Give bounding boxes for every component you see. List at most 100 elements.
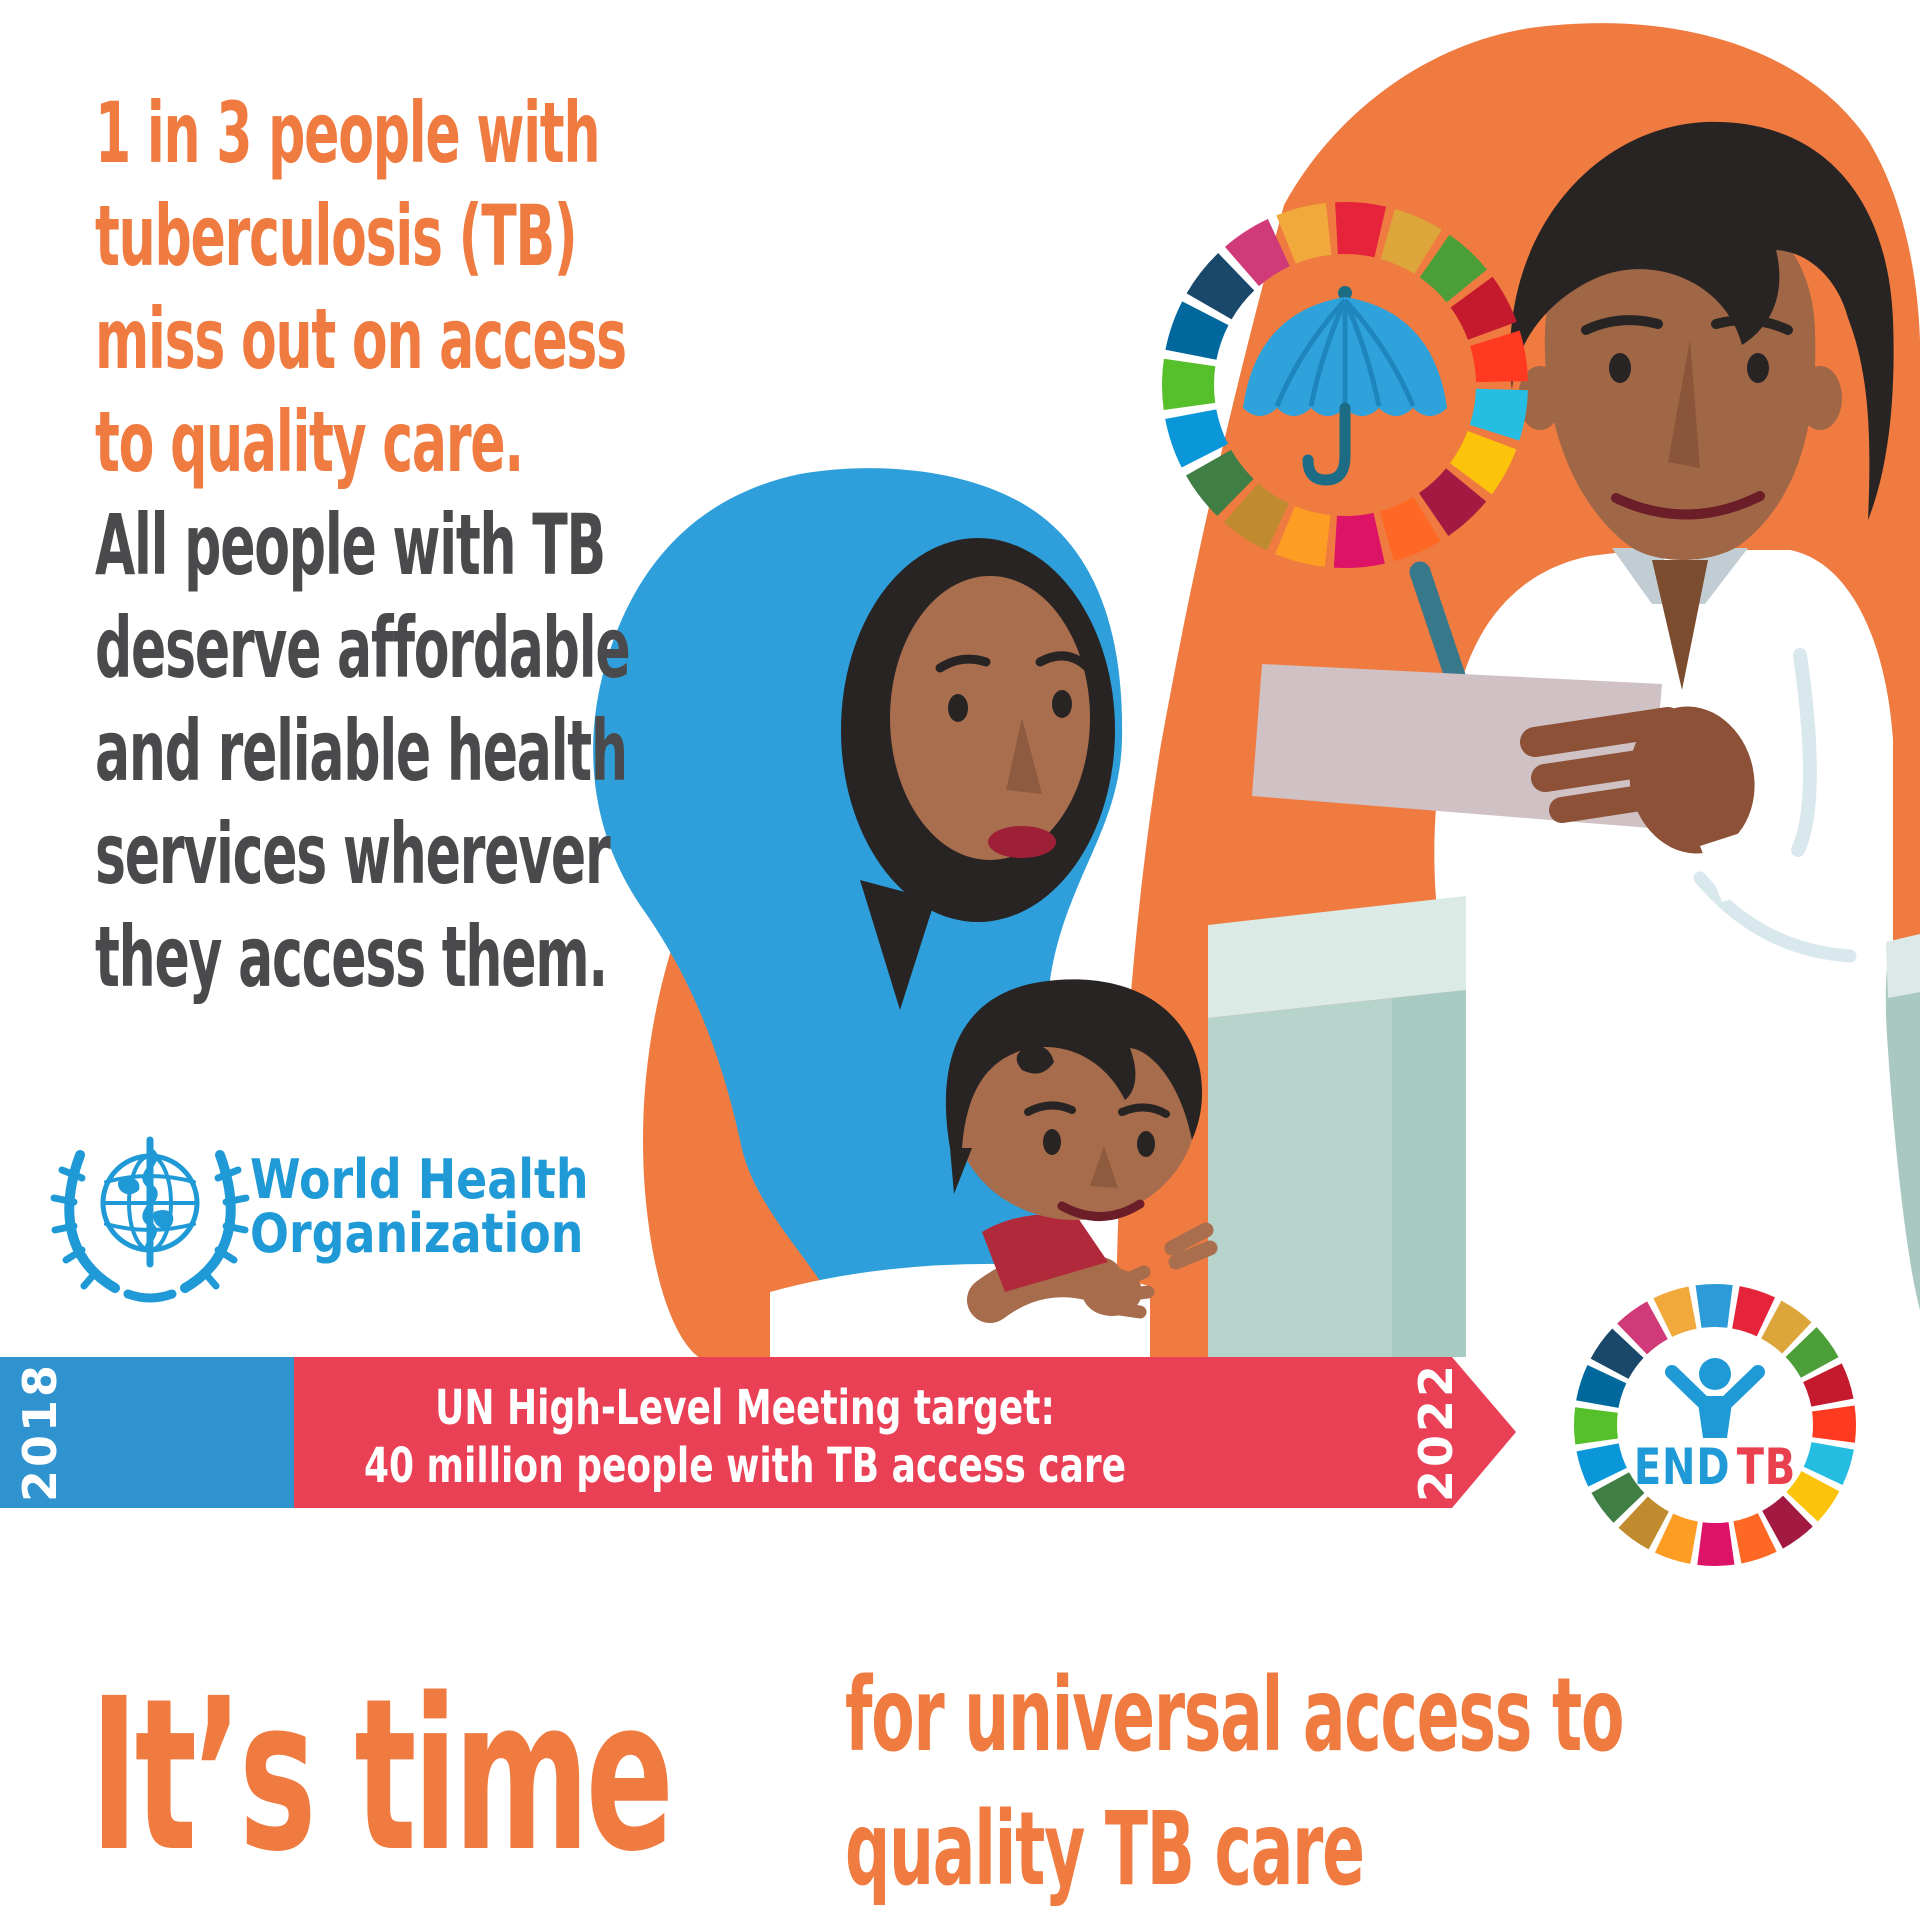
endtb-sdg-wheel (1574, 1284, 1856, 1566)
who-name-line2: Organization (250, 1201, 583, 1265)
sdg-wheel-segment (1618, 1496, 1669, 1550)
sdg-wheel-segment (1590, 1328, 1644, 1379)
sdg-wheel-segment (1469, 388, 1528, 441)
child-eye-right (1137, 1131, 1155, 1157)
headline-orange-line: 1 in 3 people with (95, 85, 599, 182)
banner-message-line2: 40 million people with TB access care (364, 1439, 1126, 1494)
sdg-wheel-segment (1732, 1286, 1776, 1337)
umbrella-handle (1302, 402, 1351, 486)
sdg-wheel-segment (1185, 449, 1254, 517)
mother-eye-right (1052, 690, 1072, 718)
mother-nose (1006, 718, 1042, 794)
sdg-wheel-segment (1785, 1327, 1839, 1378)
sdg-wheel-segment (1335, 202, 1387, 258)
right-edge-decor (1885, 934, 1920, 1310)
desk-top-face (1208, 896, 1466, 1018)
sdg-wheel-segment (1733, 1513, 1777, 1564)
sdg-wheel-segment (1223, 483, 1289, 551)
endtb-word-end: END (1634, 1438, 1730, 1497)
sdg-wheel-segment (1165, 409, 1229, 468)
coat-cuff (1700, 826, 1788, 902)
sdg-wheel-segment (1418, 468, 1487, 537)
sdg-wheel-segment (1450, 276, 1517, 340)
headline-orange-line: tuberculosis (TB) (95, 188, 576, 285)
child-hair (945, 979, 1203, 1148)
sdg-wheel-segment (1333, 512, 1385, 568)
sdg-wheel-segment (1762, 1495, 1813, 1549)
headline-block: 1 in 3 people with tuberculosis (TB) mis… (95, 85, 631, 1006)
umbrella-icon (1243, 286, 1447, 486)
footer-block: It’s time for universal access to qualit… (90, 1654, 1624, 1909)
headline-gray-line: deserve affordable (95, 600, 629, 697)
sdg-wheel-segment (1162, 358, 1216, 410)
desk (1208, 896, 1466, 1357)
sdg-wheel-segment (1617, 1301, 1668, 1355)
sdg-wheel-segment (1224, 219, 1290, 287)
sdg-wheel-segment (1419, 234, 1487, 303)
asclepius-snake (142, 1147, 158, 1255)
mother-eyebrow-left (935, 654, 991, 673)
headline-gray-line: services wherever (95, 806, 611, 903)
sdg-wheel-segment (1576, 1364, 1627, 1408)
endtb-wordmark: END TB (1634, 1438, 1796, 1497)
headline-gray-line: and reliable health (95, 703, 627, 800)
sdg-wheel-segment (1165, 301, 1229, 360)
footer-lead-text: It’s time (90, 1654, 670, 1898)
child-fingers (1105, 1265, 1155, 1319)
coat-crease (1791, 648, 1817, 857)
person-arms-raised-icon (1665, 1358, 1765, 1438)
sdg-wheel-segment (1697, 1522, 1735, 1566)
sdg-wheel-segment (1803, 1442, 1854, 1486)
umbrella-tip (1338, 286, 1352, 300)
who-logo: World Health Organization (50, 1136, 589, 1303)
mother-hair-tip (860, 880, 935, 1010)
child-sideburn (950, 1148, 972, 1194)
timeline-banner: 2018 UN High-Level Meeting target: 40 mi… (0, 1357, 1516, 1508)
headline-orange-line: to quality care. (95, 394, 523, 491)
footer-line2: quality TB care (845, 1790, 1364, 1909)
sdg-wheel-segment (1379, 496, 1441, 562)
child-nose (1090, 1146, 1118, 1188)
banner-message-line1: UN High-Level Meeting target: (435, 1381, 1055, 1436)
sdg-wheel-segment (1275, 506, 1331, 567)
headline-orange-line: miss out on access (95, 291, 626, 388)
child-eyebrow-left (1024, 1101, 1076, 1116)
umbrella-ribs (1274, 298, 1416, 407)
worker-eyebrow-left (1581, 315, 1663, 335)
endtb-logo: END TB (1574, 1284, 1856, 1566)
worker-smile (1611, 491, 1765, 520)
desk-front-shade (1392, 990, 1466, 1357)
mother-eye-left (948, 694, 968, 722)
worker-eye-right (1747, 353, 1769, 383)
sdg-wheel-segment (1276, 202, 1332, 264)
laurel-leaves (50, 1166, 250, 1290)
sdg-wheel-segment (1470, 330, 1528, 383)
worker-eye-left (1609, 353, 1631, 383)
mother-lips (988, 826, 1056, 858)
sdg-color-wheel (1162, 202, 1528, 568)
sdg-wheel-segment (1803, 1363, 1854, 1407)
child-forehead-curl (1016, 1045, 1054, 1074)
hand-finger (1520, 707, 1683, 757)
worker-hair (1510, 121, 1894, 520)
sdg-wheel-segment (1812, 1405, 1856, 1443)
sdg-wheel-segment (1695, 1284, 1733, 1328)
sdg-wheel-segment (1786, 1471, 1840, 1522)
sdg-wheel-segment (1574, 1407, 1618, 1445)
banner-end-year: 2022 (1409, 1362, 1463, 1502)
mother-face (890, 576, 1090, 860)
hand-finger (1531, 746, 1679, 792)
child-eye-left (1043, 1129, 1061, 1155)
child-eyebrow-right (1118, 1103, 1170, 1118)
worker-chest-shadow (1652, 560, 1708, 690)
pen-icon (1409, 561, 1469, 696)
sdg-wheel-segment (1380, 208, 1442, 274)
sage-wedge (1885, 938, 1920, 1310)
worker-nose (1668, 340, 1700, 468)
sdg-wheel-segment (1450, 431, 1517, 495)
child-shirt (982, 1214, 1108, 1292)
arrow-right-banner (294, 1357, 1516, 1508)
footer-line1: for universal access to (845, 1656, 1623, 1775)
